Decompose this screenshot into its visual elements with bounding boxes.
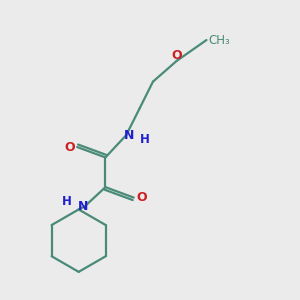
- Text: O: O: [136, 191, 147, 204]
- Text: N: N: [123, 129, 134, 142]
- Text: O: O: [64, 140, 75, 154]
- Text: H: H: [140, 133, 150, 146]
- Text: O: O: [171, 49, 182, 62]
- Text: N: N: [78, 200, 88, 213]
- Text: CH₃: CH₃: [208, 34, 230, 46]
- Text: H: H: [62, 195, 72, 208]
